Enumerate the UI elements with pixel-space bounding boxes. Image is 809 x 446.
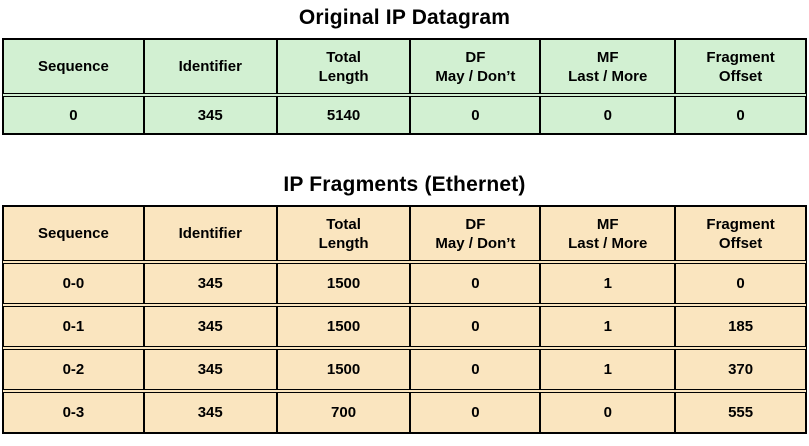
header-cell-fragment-offset: Fragment Offset: [675, 206, 806, 261]
cell-sequence: 0: [3, 96, 144, 134]
table-title-fragments: IP Fragments (Ethernet): [283, 173, 526, 196]
header-cell-mf-flag: MF Last / More: [540, 206, 676, 261]
ip-fragments-table: Sequence Identifier Total Length DF May …: [2, 205, 807, 434]
cell-mf-flag: 1: [540, 263, 676, 304]
cell-fragment-offset: 0: [675, 263, 806, 304]
cell-total-length: 1500: [276, 306, 411, 347]
header-cell-mf-flag: MF Last / More: [540, 39, 676, 94]
header-cell-df-flag: DF May / Don’t: [410, 39, 541, 94]
header-cell-identifier: Identifier: [143, 39, 277, 94]
cell-identifier: 345: [143, 349, 277, 390]
cell-fragment-offset: 185: [675, 306, 806, 347]
cell-total-length: 1500: [276, 263, 411, 304]
cell-fragment-offset: 555: [675, 392, 806, 433]
cell-identifier: 345: [143, 392, 277, 433]
cell-identifier: 345: [143, 263, 277, 304]
cell-total-length: 5140: [276, 96, 411, 134]
cell-mf-flag: 1: [540, 349, 676, 390]
cell-df-flag: 0: [410, 349, 541, 390]
header-cell-total-length: Total Length: [276, 39, 411, 94]
original-datagram-section: Original IP Datagram Sequence Identifier…: [2, 6, 807, 135]
header-cell-total-length: Total Length: [276, 206, 411, 261]
header-cell-sequence: Sequence: [3, 39, 144, 94]
cell-fragment-offset: 0: [675, 96, 806, 134]
cell-df-flag: 0: [410, 96, 541, 134]
cell-sequence: 0-3: [3, 392, 144, 433]
cell-df-flag: 0: [410, 263, 541, 304]
original-datagram-table: Sequence Identifier Total Length DF May …: [2, 38, 807, 135]
header-cell-identifier: Identifier: [143, 206, 277, 261]
cell-mf-flag: 0: [540, 96, 676, 134]
cell-sequence: 0-2: [3, 349, 144, 390]
cell-identifier: 345: [143, 96, 277, 134]
cell-sequence: 0-1: [3, 306, 144, 347]
header-cell-df-flag: DF May / Don’t: [410, 206, 541, 261]
cell-mf-flag: 0: [540, 392, 676, 433]
ip-fragments-section: IP Fragments (Ethernet) Sequence Identif…: [2, 173, 807, 434]
header-cell-sequence: Sequence: [3, 206, 144, 261]
cell-fragment-offset: 370: [675, 349, 806, 390]
cell-mf-flag: 1: [540, 306, 676, 347]
cell-total-length: 1500: [276, 349, 411, 390]
cell-df-flag: 0: [410, 392, 541, 433]
cell-df-flag: 0: [410, 306, 541, 347]
cell-sequence: 0-0: [3, 263, 144, 304]
cell-identifier: 345: [143, 306, 277, 347]
header-cell-fragment-offset: Fragment Offset: [675, 39, 806, 94]
table-title-original: Original IP Datagram: [298, 6, 511, 29]
cell-total-length: 700: [276, 392, 411, 433]
